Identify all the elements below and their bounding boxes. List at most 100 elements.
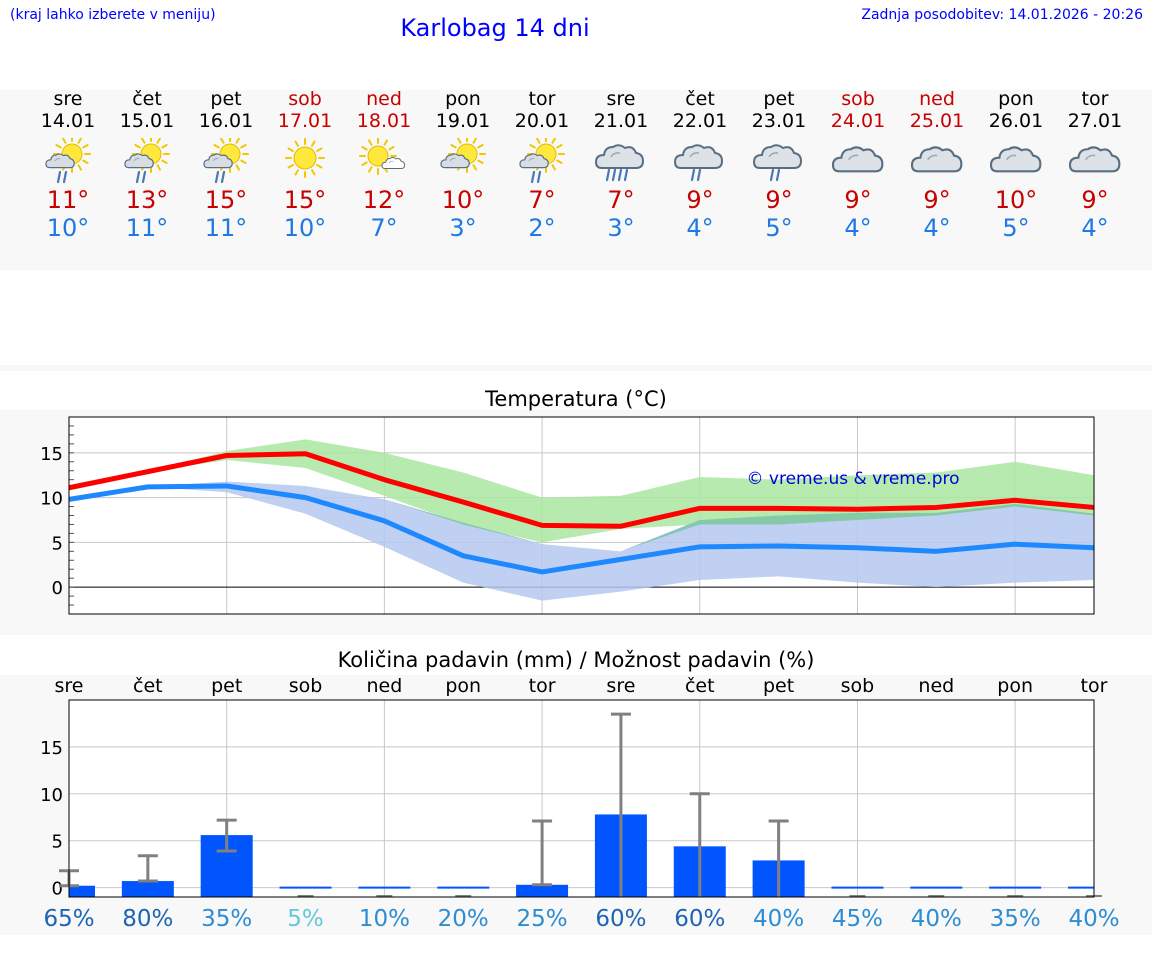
max-temperature: 13°	[125, 186, 169, 214]
min-temperature-line	[68, 483, 1095, 575]
weather-icon	[519, 138, 565, 184]
precipitation-bar	[437, 886, 490, 889]
cloud-icon	[203, 153, 233, 169]
max-temperature: 9°	[844, 186, 872, 214]
max-temperature: 9°	[686, 186, 714, 214]
min-temperature: 3°	[607, 214, 635, 242]
precipitation-chance: 80%	[122, 906, 173, 932]
y-tick-label: 0	[52, 578, 63, 599]
temperature-chart-title: Temperatura (°C)	[485, 387, 667, 411]
category-label: čet	[685, 675, 715, 697]
forecast-day: sob 17.01 15° 10°	[265, 88, 345, 242]
forecast-day: pon 19.01 10° 3°	[423, 88, 503, 242]
weather-icon	[989, 146, 1042, 173]
precipitation-chart-title: Količina padavin (mm) / Možnost padavin …	[337, 648, 815, 672]
y-tick-label: 0	[52, 879, 63, 900]
day-name: čet	[132, 88, 162, 110]
category-label: pon	[445, 675, 481, 697]
day-date: 18.01	[356, 110, 412, 132]
category-label: sob	[841, 675, 875, 697]
forecast-day: čet 22.01 9° 4°	[660, 88, 740, 242]
precipitation-chance: 60%	[595, 906, 646, 932]
min-temperature: 4°	[923, 214, 951, 242]
max-temperature: 15°	[204, 186, 248, 214]
max-temperature: 7°	[528, 186, 556, 214]
cloud-icon	[752, 144, 803, 169]
max-temperature: 15°	[283, 186, 327, 214]
weather-icon	[594, 144, 645, 182]
precipitation-bar	[910, 886, 963, 889]
day-name: tor	[528, 88, 556, 110]
day-name: pet	[763, 88, 795, 110]
forecast-band	[0, 90, 1152, 270]
precipitation-bar	[516, 884, 569, 897]
cloud-rain-icon	[673, 144, 724, 182]
max-temperature: 10°	[441, 186, 485, 214]
temperature-chart: 0 5 10 15 © vreme.us & vreme.pro	[40, 416, 1095, 615]
min-temperature: 10°	[283, 214, 327, 242]
cloud-icon	[989, 146, 1042, 173]
precipitation-chance: 35%	[990, 906, 1041, 932]
band-overlap	[69, 481, 1094, 552]
precipitation-chance: 20%	[438, 906, 489, 932]
min-temperature: 5°	[1002, 214, 1030, 242]
precipitation-chance: 10%	[359, 906, 410, 932]
sun-cloud-rain-icon	[45, 138, 91, 184]
precipitation-bar	[989, 886, 1042, 889]
max-temperature: 12°	[362, 186, 406, 214]
rain-drops-icon	[769, 168, 781, 182]
rain-drops-icon	[690, 168, 702, 182]
weather-icon	[124, 138, 170, 184]
category-label: tor	[1081, 675, 1108, 697]
precipitation-bar	[279, 886, 332, 889]
rain-drops-icon	[530, 170, 542, 184]
cloud-icon	[910, 146, 963, 173]
cloud-heavy-rain-icon	[594, 144, 645, 182]
forecast-day: sre 14.01 11° 10°	[28, 88, 108, 242]
day-date: 14.01	[40, 110, 96, 132]
weather-icon	[285, 138, 325, 178]
sun-icon	[285, 138, 325, 178]
y-tick-label: 5	[52, 533, 63, 554]
precipitation-chance: 40%	[753, 906, 804, 932]
precipitation-chance: 35%	[201, 906, 252, 932]
cloud-icon	[594, 144, 645, 169]
max-temperature: 9°	[1081, 186, 1109, 214]
max-temperature: 7°	[607, 186, 635, 214]
category-label: ned	[366, 675, 402, 697]
cloud-icon	[831, 146, 884, 173]
cloud-icon	[1068, 146, 1121, 173]
cloud-icon	[381, 157, 406, 169]
day-name: ned	[366, 88, 402, 110]
cloud-icon	[124, 153, 154, 169]
forecast-day: pon 26.01 10° 5°	[976, 88, 1056, 242]
min-temperature: 2°	[528, 214, 556, 242]
precipitation-chart: sre čet pet sob ned pon tor sre čet pet sob ned pon t…	[40, 675, 1119, 932]
day-date: 24.01	[830, 110, 886, 132]
precipitation-chance: 40%	[1068, 906, 1119, 932]
page-title: Karlobag 14 dni	[400, 14, 590, 42]
max-temperature: 11°	[46, 186, 90, 214]
day-name: pet	[210, 88, 242, 110]
rain-drops-icon	[605, 168, 629, 182]
rain-drops-icon	[135, 170, 147, 184]
y-tick-label: 15	[40, 738, 63, 759]
weather-icon	[440, 138, 486, 173]
day-date: 27.01	[1067, 110, 1123, 132]
day-date: 19.01	[435, 110, 491, 132]
day-date: 26.01	[988, 110, 1044, 132]
min-temperature: 7°	[370, 214, 398, 242]
forecast-day: čet 15.01 13° 11°	[107, 88, 187, 242]
day-date: 16.01	[198, 110, 254, 132]
min-temperature: 4°	[1081, 214, 1109, 242]
cloud-icon	[440, 153, 470, 169]
cloud-icon	[45, 153, 75, 169]
max-temperature: 9°	[765, 186, 793, 214]
day-name: sre	[606, 88, 636, 110]
precipitation-bar	[121, 881, 174, 897]
min-temperature: 4°	[686, 214, 714, 242]
y-tick-label: 15	[40, 444, 63, 465]
day-name: sob	[288, 88, 322, 110]
min-temperature: 3°	[449, 214, 477, 242]
day-date: 20.01	[514, 110, 570, 132]
